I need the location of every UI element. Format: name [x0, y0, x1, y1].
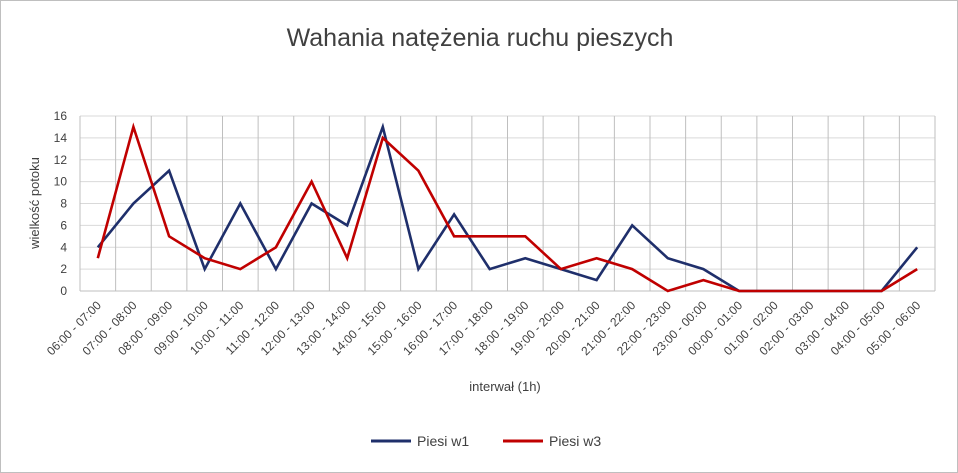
legend-label: Piesi w1 — [417, 433, 469, 449]
chart-title: Wahania natężenia ruchu pieszych — [287, 24, 674, 52]
y-tick-label: 8 — [60, 197, 67, 211]
y-tick-label: 4 — [60, 240, 67, 254]
y-tick-label: 2 — [60, 262, 67, 276]
y-tick-label: 6 — [60, 218, 67, 232]
y-tick-label: 10 — [54, 175, 68, 189]
y-axis-label: wielkość potoku — [27, 157, 42, 250]
series-line-2 — [96, 122, 918, 293]
y-tick-label: 0 — [60, 284, 67, 298]
legend-label: Piesi w3 — [549, 433, 601, 449]
y-tick-label: 14 — [54, 131, 68, 145]
legend: Piesi w1 Piesi w3 — [371, 433, 601, 449]
y-tick-label: 16 — [54, 109, 68, 123]
x-axis-label: interwał (1h) — [469, 379, 541, 394]
y-axis-ticks: 0 2 4 6 8 10 12 14 16 — [54, 109, 68, 298]
series-lines — [96, 122, 919, 293]
y-tick-label: 12 — [54, 153, 68, 167]
